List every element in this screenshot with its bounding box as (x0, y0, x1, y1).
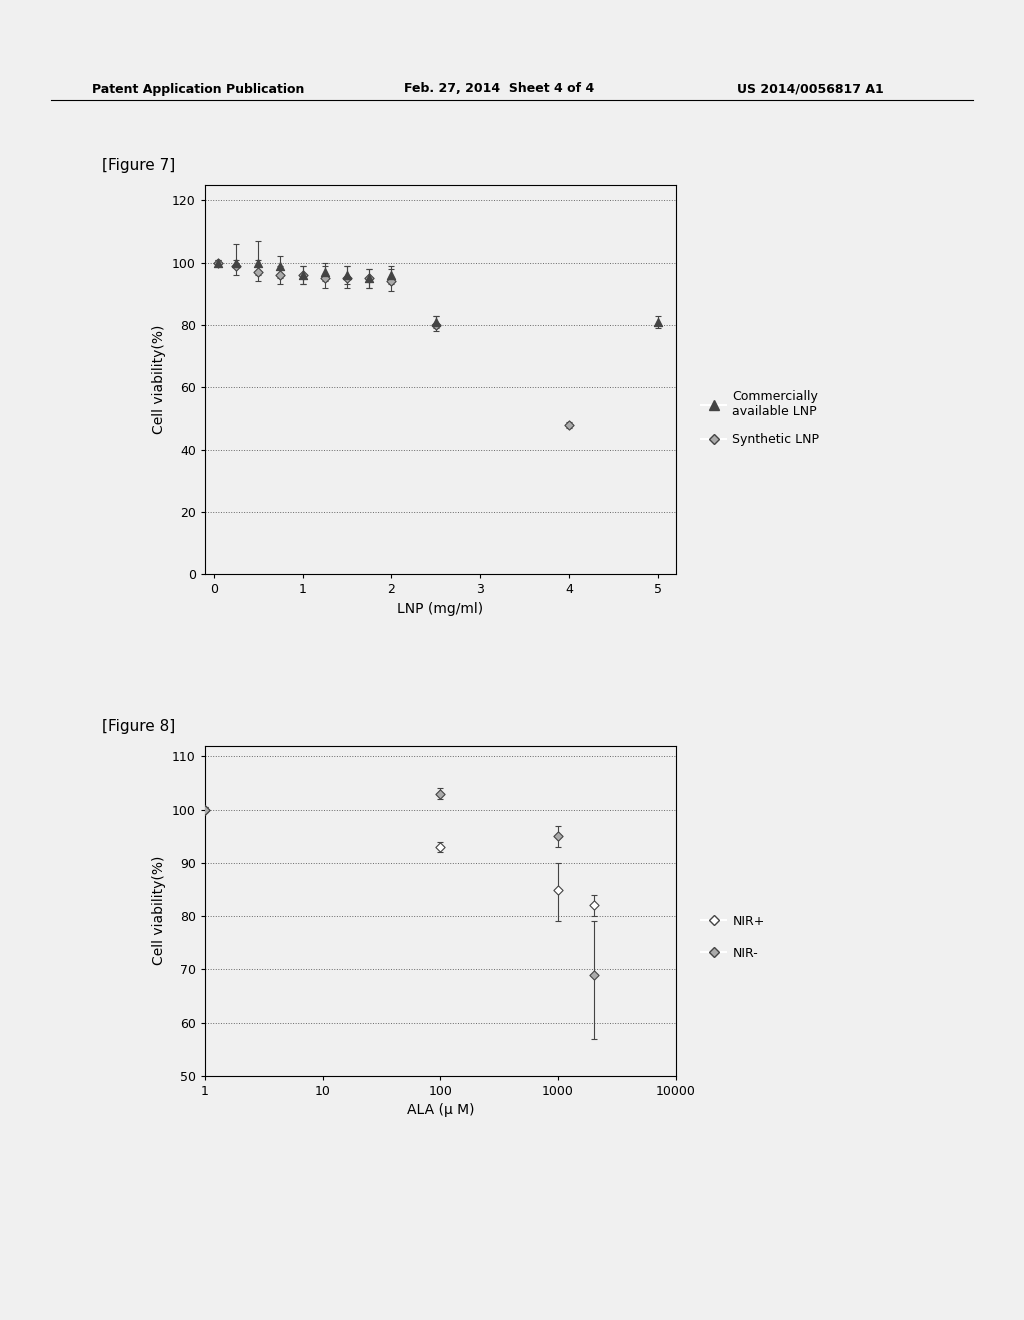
Point (197, 799, 213, 820)
Point (561, 414, 578, 436)
Point (339, 268, 355, 289)
Point (227, 252, 244, 273)
Point (210, 252, 226, 273)
Point (250, 252, 266, 273)
Point (316, 268, 333, 289)
Legend: Commercially
available LNP, Synthetic LNP: Commercially available LNP, Synthetic LN… (696, 385, 824, 451)
Point (432, 783, 449, 804)
Point (650, 312, 667, 333)
Point (550, 879, 566, 900)
Point (316, 261, 333, 282)
Text: [Figure 7]: [Figure 7] (102, 158, 176, 173)
Point (361, 268, 378, 289)
Point (294, 264, 310, 285)
Text: US 2014/0056817 A1: US 2014/0056817 A1 (737, 82, 884, 95)
Point (383, 264, 399, 285)
Text: [Figure 8]: [Figure 8] (102, 719, 176, 734)
Y-axis label: Cell viability(%): Cell viability(%) (153, 325, 166, 434)
Point (361, 268, 378, 289)
Point (197, 799, 213, 820)
Point (294, 264, 310, 285)
Text: Patent Application Publication: Patent Application Publication (92, 82, 304, 95)
Point (250, 261, 266, 282)
Point (272, 264, 289, 285)
Point (550, 826, 566, 847)
Point (383, 271, 399, 292)
Legend: NIR+, NIR-: NIR+, NIR- (696, 909, 770, 965)
Point (428, 314, 444, 335)
Point (428, 312, 444, 333)
Point (432, 837, 449, 858)
Text: Feb. 27, 2014  Sheet 4 of 4: Feb. 27, 2014 Sheet 4 of 4 (404, 82, 595, 95)
X-axis label: ALA (μ M): ALA (μ M) (407, 1104, 474, 1118)
Point (227, 255, 244, 276)
Point (586, 895, 602, 916)
X-axis label: LNP (mg/ml): LNP (mg/ml) (397, 602, 483, 616)
Point (272, 255, 289, 276)
Point (339, 264, 355, 285)
Point (210, 252, 226, 273)
Y-axis label: Cell viability(%): Cell viability(%) (153, 857, 166, 965)
Point (586, 964, 602, 985)
